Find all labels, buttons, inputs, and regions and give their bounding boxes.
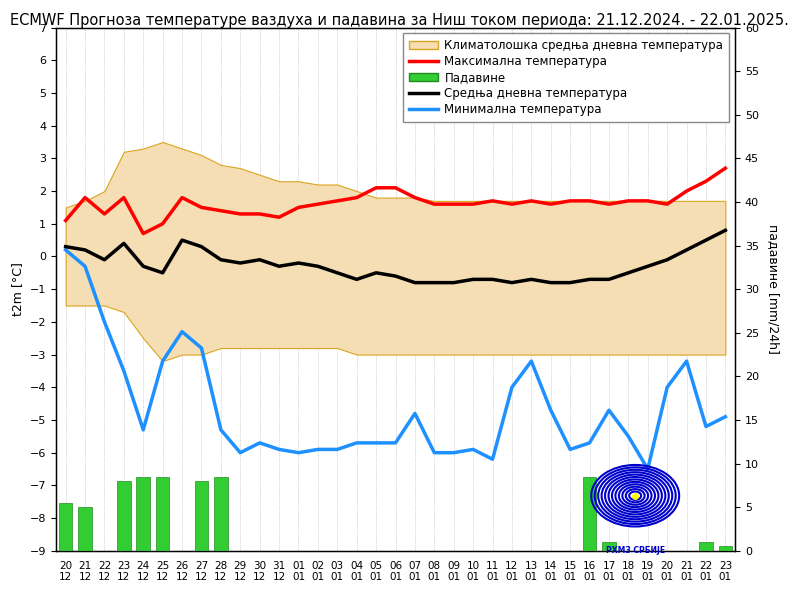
Text: 01: 01 <box>544 572 557 582</box>
Text: 12: 12 <box>505 561 519 570</box>
Text: 12: 12 <box>272 572 286 582</box>
Text: 12: 12 <box>214 572 228 582</box>
Text: 23: 23 <box>719 561 732 570</box>
Text: 01: 01 <box>680 572 693 582</box>
Bar <box>699 542 713 551</box>
Text: 17: 17 <box>602 561 615 570</box>
Text: 05: 05 <box>370 561 383 570</box>
Text: 01: 01 <box>292 572 305 582</box>
Text: 12: 12 <box>176 572 189 582</box>
Text: 12: 12 <box>137 572 150 582</box>
Text: 14: 14 <box>544 561 558 570</box>
Text: 26: 26 <box>176 561 189 570</box>
Text: 04: 04 <box>350 561 364 570</box>
Bar <box>195 481 209 551</box>
Bar <box>602 542 616 551</box>
Bar <box>59 503 73 551</box>
Text: 01: 01 <box>427 572 441 582</box>
Text: 21: 21 <box>78 561 92 570</box>
Text: 01: 01 <box>699 572 713 582</box>
Text: 12: 12 <box>156 572 169 582</box>
Text: 12: 12 <box>195 572 208 582</box>
Text: 01: 01 <box>622 572 635 582</box>
Text: 09: 09 <box>447 561 460 570</box>
Legend: Климатолошка средња дневна температура, Максимална температура, Падавине, Средња: Климатолошка средња дневна температура, … <box>403 34 729 122</box>
Text: 12: 12 <box>97 572 111 582</box>
Text: 01: 01 <box>642 572 654 582</box>
Text: 01: 01 <box>486 572 499 582</box>
Text: 30: 30 <box>253 561 266 570</box>
Text: 01: 01 <box>331 572 344 582</box>
Text: 12: 12 <box>78 572 92 582</box>
Text: 12: 12 <box>59 572 72 582</box>
Text: 12: 12 <box>117 572 130 582</box>
Text: 12: 12 <box>233 572 247 582</box>
Text: 01: 01 <box>467 572 479 582</box>
Text: 27: 27 <box>195 561 208 570</box>
Text: 01: 01 <box>350 572 364 582</box>
Text: 01: 01 <box>602 572 615 582</box>
Y-axis label: падавине [mm/24h]: падавине [mm/24h] <box>767 224 780 354</box>
Y-axis label: t2m [°C]: t2m [°C] <box>11 262 24 316</box>
Text: 31: 31 <box>272 561 286 570</box>
Text: 22: 22 <box>97 561 111 570</box>
Text: 12: 12 <box>253 572 266 582</box>
Text: 23: 23 <box>117 561 130 570</box>
Text: 28: 28 <box>214 561 228 570</box>
Text: 08: 08 <box>427 561 441 570</box>
Text: 19: 19 <box>641 561 654 570</box>
Text: 20: 20 <box>661 561 674 570</box>
Text: 01: 01 <box>370 572 383 582</box>
Bar <box>137 477 150 551</box>
Bar <box>117 481 131 551</box>
Text: 11: 11 <box>486 561 499 570</box>
Text: 29: 29 <box>233 561 247 570</box>
Text: 01: 01 <box>292 561 305 570</box>
Text: 24: 24 <box>137 561 150 570</box>
Text: 03: 03 <box>331 561 344 570</box>
Text: 01: 01 <box>312 572 324 582</box>
Text: 16: 16 <box>583 561 596 570</box>
Text: 21: 21 <box>680 561 694 570</box>
Text: 06: 06 <box>389 561 402 570</box>
Text: 02: 02 <box>312 561 324 570</box>
Text: 25: 25 <box>156 561 169 570</box>
Text: 22: 22 <box>699 561 713 570</box>
Text: 01: 01 <box>525 572 538 582</box>
Text: 01: 01 <box>583 572 596 582</box>
Bar <box>582 477 596 551</box>
Text: 01: 01 <box>506 572 519 582</box>
Text: 18: 18 <box>622 561 635 570</box>
Text: 20: 20 <box>59 561 72 570</box>
Bar <box>78 507 92 551</box>
Text: 15: 15 <box>563 561 577 570</box>
Text: 10: 10 <box>467 561 479 570</box>
Text: 01: 01 <box>563 572 577 582</box>
Bar <box>718 547 732 551</box>
Text: 01: 01 <box>661 572 674 582</box>
Text: 13: 13 <box>525 561 538 570</box>
Text: РХМЗ СРБИЈЕ: РХМЗ СРБИЈЕ <box>606 546 665 554</box>
Bar <box>156 477 169 551</box>
Text: ECMWF Прогноза температуре ваздуха и падавина за Ниш током периода: 21.12.2024. : ECMWF Прогноза температуре ваздуха и пад… <box>10 13 789 29</box>
Bar <box>214 477 228 551</box>
Text: 01: 01 <box>447 572 460 582</box>
Text: 01: 01 <box>408 572 421 582</box>
Text: 07: 07 <box>408 561 421 570</box>
Text: 01: 01 <box>389 572 402 582</box>
Text: 01: 01 <box>719 572 732 582</box>
